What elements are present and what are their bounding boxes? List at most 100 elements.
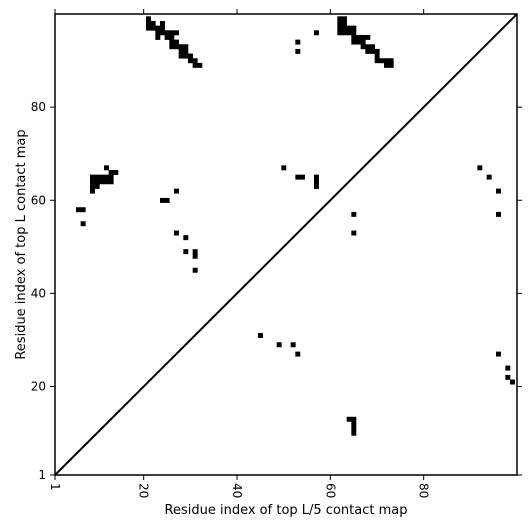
contact-cell — [356, 39, 361, 45]
contact-cell — [80, 221, 86, 227]
contact-cell — [160, 197, 165, 203]
contact-cell — [351, 39, 357, 45]
contact-cell — [174, 30, 179, 36]
contact-cell — [346, 25, 352, 31]
contact-cell — [183, 249, 189, 255]
y-tick-label: 1 — [38, 468, 46, 482]
contact-cell — [360, 44, 366, 50]
contact-cell — [374, 58, 380, 64]
contact-cell — [510, 379, 515, 385]
contact-cell — [351, 430, 357, 436]
contact-cell — [314, 179, 319, 185]
contact-cell — [295, 174, 301, 180]
contact-cell — [351, 25, 357, 31]
contact-cell — [90, 174, 95, 180]
contact-cell — [342, 25, 347, 31]
contact-cell — [146, 16, 151, 22]
contact-cell — [188, 53, 193, 59]
contact-cell — [155, 34, 161, 40]
contact-cell — [169, 30, 175, 36]
contact-cell — [337, 20, 343, 26]
contact-cell — [183, 44, 189, 50]
contact-cell — [351, 34, 357, 40]
contact-cell — [108, 169, 114, 175]
contact-cell — [94, 183, 100, 189]
contact-cell — [178, 44, 184, 50]
contact-cell — [183, 53, 189, 59]
contact-cell — [155, 25, 161, 31]
lower-right-contacts — [258, 332, 515, 436]
contact-cell — [346, 416, 352, 422]
contact-cell — [295, 39, 301, 45]
contact-cell — [337, 16, 343, 22]
y-tick-label: 40 — [31, 286, 46, 300]
plot-frame — [54, 13, 518, 476]
contact-cell — [99, 179, 105, 185]
contact-cell — [76, 207, 81, 213]
axis-ticks: 1 20 40 60 80 1 20 40 60 80 — [31, 9, 522, 498]
contact-cell — [90, 188, 95, 194]
contact-cell — [192, 253, 198, 259]
contact-cell — [155, 30, 161, 36]
contact-cell — [374, 53, 380, 59]
x-tick-label: 1 — [48, 483, 62, 491]
contact-cell — [150, 20, 156, 26]
contact-cell — [160, 20, 165, 26]
contact-cell — [314, 174, 319, 180]
contact-cell — [146, 20, 151, 26]
contact-cell — [496, 188, 501, 194]
upper-left-contacts — [76, 16, 501, 273]
contact-cell — [178, 53, 184, 59]
contact-cell — [174, 188, 179, 194]
contact-cell — [174, 39, 179, 45]
contact-cell — [150, 25, 156, 31]
contact-cell — [258, 332, 263, 338]
contact-cell — [342, 20, 347, 26]
contact-cell — [496, 211, 501, 217]
contact-cell — [342, 30, 347, 36]
contact-cell — [370, 44, 375, 50]
contact-cell — [486, 174, 492, 180]
contact-cell — [374, 48, 380, 54]
x-axis-label: Residue index of top L/5 contact map — [165, 503, 408, 518]
contact-cell — [351, 230, 357, 236]
contact-cell — [169, 44, 175, 50]
contact-cell — [290, 342, 296, 348]
contact-cell — [300, 174, 305, 180]
y-tick-label: 80 — [31, 100, 46, 114]
contact-cell — [80, 207, 86, 213]
contact-cell — [188, 58, 193, 64]
contact-cell — [351, 421, 357, 427]
contact-cell — [160, 25, 165, 31]
x-tick-label: 20 — [137, 483, 151, 498]
contact-cell — [192, 62, 198, 68]
contact-cell — [169, 39, 175, 45]
contact-cell — [146, 25, 151, 31]
contact-cell — [113, 169, 119, 175]
contact-cell — [365, 48, 371, 54]
contact-cell — [351, 30, 357, 36]
contact-cell — [337, 30, 343, 36]
contact-cell — [174, 230, 179, 236]
contact-cell — [178, 48, 184, 54]
contact-cell — [360, 39, 366, 45]
contact-cell — [351, 416, 357, 422]
contact-cell — [388, 62, 394, 68]
diagonal-line — [54, 13, 518, 476]
contact-cell — [108, 179, 114, 185]
contact-cell — [314, 183, 319, 189]
contact-cell — [94, 179, 100, 185]
contact-cell — [90, 183, 95, 189]
y-tick-label: 60 — [31, 193, 46, 207]
y-tick-label: 20 — [31, 380, 46, 394]
contact-cell — [477, 165, 483, 171]
contact-cell — [192, 249, 198, 255]
x-tick-label: 60 — [323, 483, 337, 498]
contact-cell — [192, 58, 198, 64]
contact-cell — [169, 34, 175, 40]
contact-cell — [183, 48, 189, 54]
contact-cell — [314, 30, 319, 36]
contact-cell — [365, 34, 371, 40]
contact-cell — [388, 58, 394, 64]
